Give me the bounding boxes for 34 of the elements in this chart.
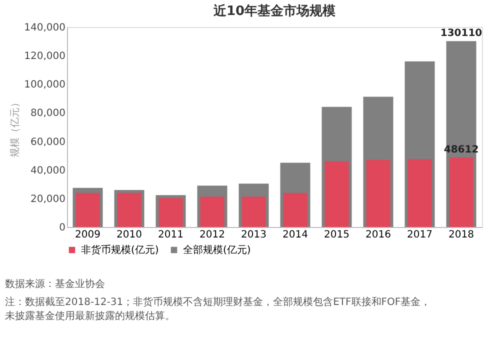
bar (76, 192, 100, 227)
x-tick-label: 2012 (200, 230, 225, 240)
y-tick-label: 100,000 (24, 80, 66, 91)
x-tick-label: 2011 (158, 230, 184, 240)
text: 注：数据截至2018-12-31；非货币规模不含短期理财基金，全部规模包含ETF联接和FOF基金， (5, 296, 431, 308)
x-tick-label: 2018 (448, 230, 474, 240)
y-tick-label: 60,000 (30, 136, 66, 148)
legend-label: 非货币规模(亿元) (81, 244, 159, 256)
bar (408, 159, 432, 227)
x-tick-label: 2017 (407, 230, 432, 240)
bar (324, 161, 349, 227)
text: 未披露基金使用最新披露的规模估算。 (5, 310, 175, 322)
chart-title: 近10年基金市场规模 (212, 3, 336, 19)
bar (283, 192, 308, 227)
bar (449, 158, 474, 227)
x-tick-label: 2016 (366, 230, 391, 240)
bar (242, 196, 266, 227)
legend-label: 全部规模(亿元) (183, 244, 251, 256)
y-tick-label: 80,000 (30, 108, 66, 120)
data-label: 130110 (440, 28, 482, 40)
x-tick-label: 2014 (282, 230, 308, 240)
x-tick-label: 2009 (75, 230, 100, 240)
bar (366, 160, 390, 227)
y-tick-label: 140,000 (24, 22, 66, 34)
y-axis-title: 规模（亿元） (9, 98, 22, 158)
y-tick-label: 120,000 (24, 51, 66, 62)
x-tick-label: 2015 (324, 230, 350, 240)
bar (200, 196, 224, 227)
x-tick-label: 2010 (116, 230, 142, 240)
y-tick-label: 0 (59, 222, 66, 234)
y-tick-label: 40,000 (30, 165, 66, 176)
y-tick-label: 20,000 (30, 194, 66, 205)
x-tick-label: 2013 (241, 230, 266, 240)
source-note: 数据来源：基金业协会 (5, 278, 105, 290)
